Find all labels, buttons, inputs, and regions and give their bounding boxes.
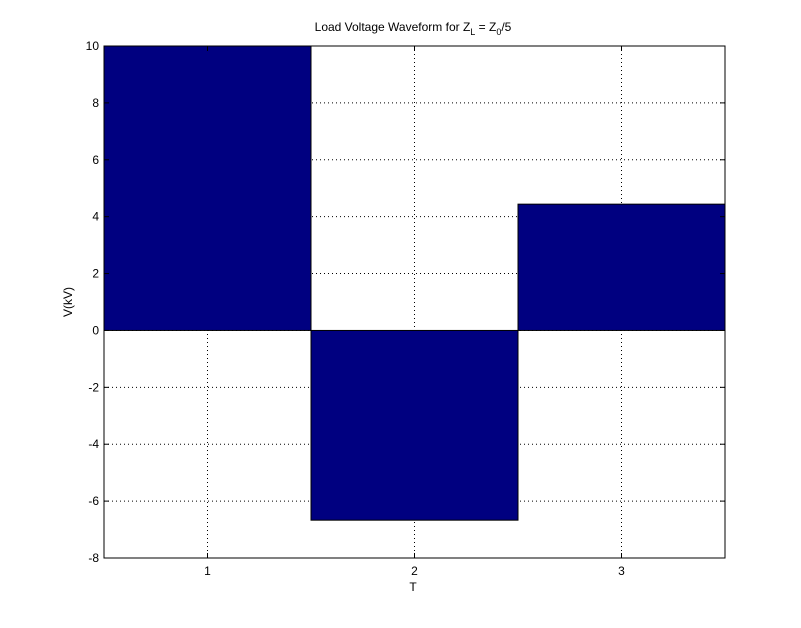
y-tick-label: -6 <box>88 494 99 508</box>
y-tick-label: 6 <box>92 153 99 167</box>
y-tick-label: 0 <box>92 323 99 337</box>
chart-title-tail: /5 <box>501 20 511 34</box>
y-axis-label: V(kV) <box>61 287 75 317</box>
bar <box>103 45 312 331</box>
y-tick-label: 2 <box>92 267 99 281</box>
y-tick-label: 8 <box>92 96 99 110</box>
bar <box>517 203 726 331</box>
x-tick-label: 2 <box>411 564 418 578</box>
x-tick-label: 1 <box>204 564 211 578</box>
chart-title: Load Voltage Waveform for ZL = Z0/5 <box>315 20 512 37</box>
bar <box>310 329 519 521</box>
y-tick-label: -2 <box>88 380 99 394</box>
chart-title-main: Load Voltage Waveform for Z <box>315 20 471 34</box>
y-tick-label: -8 <box>88 551 99 565</box>
x-tick-label: 3 <box>618 564 625 578</box>
y-tick-label: 10 <box>86 39 100 53</box>
chart-title-sub2: 0 <box>496 27 501 37</box>
chart-title-sub1: L <box>470 27 475 37</box>
y-tick-label: -4 <box>88 437 99 451</box>
chart-title-mid: = Z <box>475 20 496 34</box>
y-tick-label: 4 <box>92 210 99 224</box>
x-axis-label: T <box>409 580 417 594</box>
